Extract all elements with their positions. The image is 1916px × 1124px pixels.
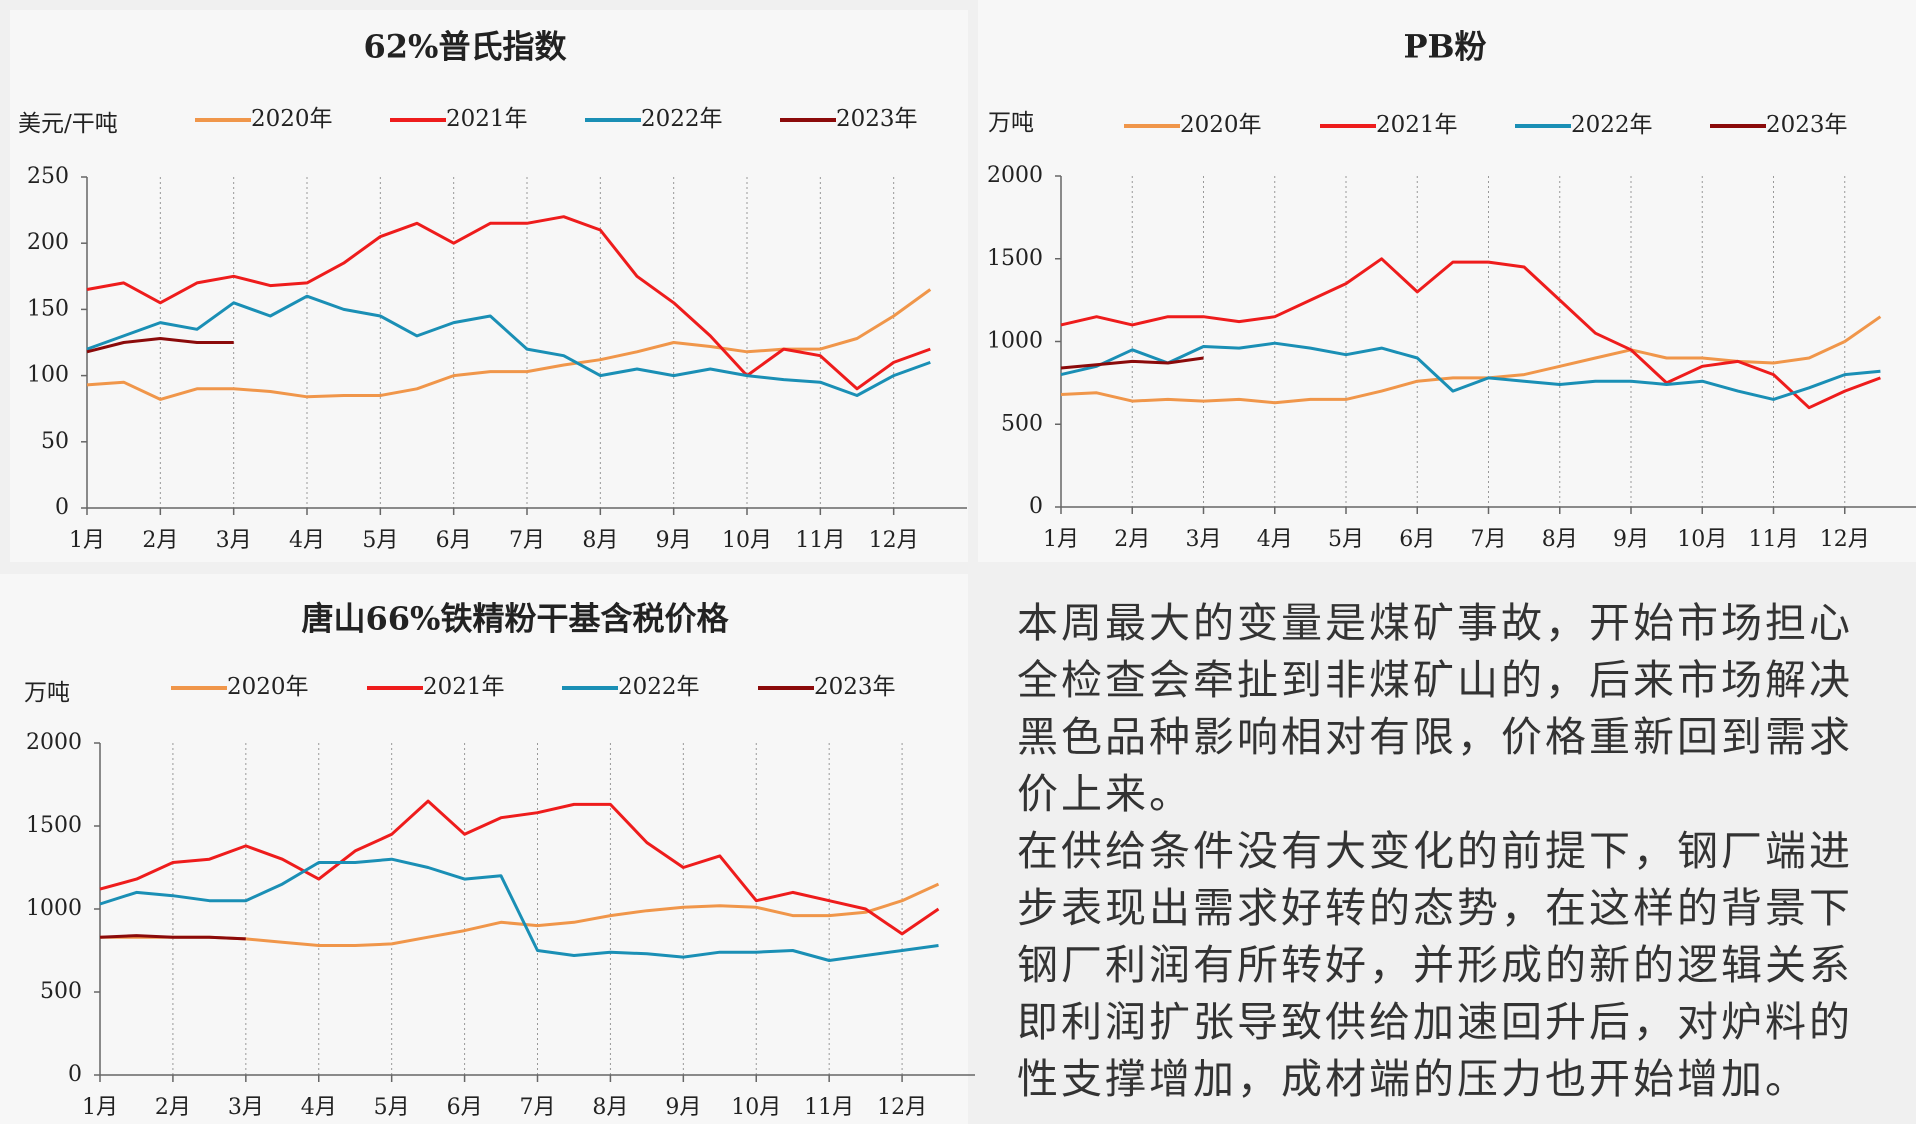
y-tick-label: 200	[27, 230, 69, 255]
y-tick-label: 250	[27, 164, 69, 189]
x-tick-label: 9月	[1613, 527, 1649, 552]
legend-label: 2023年	[836, 106, 918, 132]
y-tick-label: 2000	[26, 730, 82, 755]
legend-label: 2022年	[1571, 112, 1653, 138]
x-tick-label: 7月	[1471, 527, 1507, 552]
x-tick-label: 7月	[520, 1095, 556, 1120]
chart-title: PB粉	[1403, 28, 1486, 66]
series-line	[99, 799, 940, 936]
text-line: 步表现出需求好转的态势，在这样的背景下	[1017, 884, 1853, 932]
y-tick-label: 500	[1001, 411, 1043, 436]
x-tick-label: 7月	[509, 528, 545, 553]
y-tick-label: 150	[27, 296, 69, 321]
x-tick-label: 9月	[656, 528, 692, 553]
y-tick-label: 1000	[26, 896, 82, 921]
x-tick-label: 5月	[374, 1095, 410, 1120]
y-tick-label: 2000	[987, 163, 1043, 188]
text-line: 黑色品种影响相对有限，价格重新回到需求	[1017, 713, 1853, 761]
panel	[10, 10, 968, 562]
x-tick-label: 3月	[228, 1095, 264, 1120]
x-tick-label: 6月	[1399, 527, 1435, 552]
text-line: 价上来。	[1017, 770, 1193, 818]
series-line	[99, 857, 939, 962]
x-tick-label: 11月	[804, 1095, 854, 1120]
y-tick-label: 50	[41, 429, 69, 454]
y-tick-label: 1500	[987, 246, 1043, 271]
legend-label: 2022年	[641, 106, 723, 132]
x-tick-label: 5月	[1328, 527, 1364, 552]
x-tick-label: 8月	[582, 528, 618, 553]
x-tick-label: 12月	[1820, 527, 1870, 552]
text-line: 本周最大的变量是煤矿事故，开始市场担心	[1017, 599, 1853, 647]
y-axis-label: 美元/干吨	[18, 111, 118, 137]
x-tick-label: 8月	[1542, 527, 1578, 552]
x-tick-label: 4月	[289, 528, 325, 553]
legend-label: 2020年	[227, 674, 309, 700]
series-line	[86, 288, 932, 401]
legend-label: 2021年	[446, 106, 528, 132]
x-tick-label: 12月	[877, 1095, 927, 1120]
text-line: 在供给条件没有大变化的前提下，钢厂端进	[1017, 827, 1853, 875]
x-tick-label: 1月	[82, 1095, 118, 1120]
chart-title: 唐山66%铁精粉干基含税价格	[302, 600, 730, 638]
x-tick-label: 2月	[1114, 527, 1150, 552]
x-tick-label: 2月	[155, 1095, 191, 1120]
legend-label: 2020年	[251, 106, 333, 132]
x-tick-label: 8月	[592, 1095, 628, 1120]
series-line	[1060, 315, 1882, 405]
x-tick-label: 10月	[731, 1095, 781, 1120]
x-tick-label: 6月	[447, 1095, 483, 1120]
y-axis-label: 万吨	[24, 680, 70, 706]
legend-label: 2022年	[618, 674, 700, 700]
chart-title: 62%普氏指数	[364, 28, 568, 66]
y-tick-label: 0	[55, 495, 69, 520]
y-tick-label: 0	[68, 1062, 82, 1087]
text-line: 钢厂利润有所转好，并形成的新的逻辑关系	[1017, 941, 1853, 989]
series-line	[99, 934, 246, 941]
y-tick-label: 100	[27, 363, 69, 388]
x-tick-label: 2月	[142, 528, 178, 553]
commentary: 本周最大的变量是煤矿事故，开始市场担心 全检查会牵扯到非煤矿山的，后来市场解决 黑色…	[1017, 595, 1916, 1124]
x-tick-label: 10月	[722, 528, 772, 553]
panel	[0, 574, 968, 1124]
x-tick-label: 3月	[1186, 527, 1222, 552]
y-tick-label: 500	[40, 979, 82, 1004]
y-tick-label: 0	[1029, 494, 1043, 519]
x-tick-label: 9月	[665, 1095, 701, 1120]
y-tick-label: 1000	[987, 329, 1043, 354]
text-line: 即利润扩张导致供给加速回升后，对炉料的	[1017, 998, 1853, 1046]
series-line	[1060, 356, 1204, 370]
series-line	[1060, 341, 1881, 401]
x-tick-label: 6月	[436, 528, 472, 553]
x-tick-label: 12月	[869, 528, 919, 553]
legend-label: 2021年	[1376, 112, 1458, 138]
x-tick-label: 1月	[1043, 527, 1079, 552]
x-tick-label: 11月	[1749, 527, 1799, 552]
y-tick-label: 1500	[26, 813, 82, 838]
legend-label: 2023年	[814, 674, 896, 700]
series-line	[1060, 257, 1881, 410]
x-tick-label: 11月	[795, 528, 845, 553]
legend-label: 2021年	[423, 674, 505, 700]
x-tick-label: 10月	[1677, 527, 1727, 552]
series-line	[86, 215, 931, 391]
x-tick-label: 5月	[362, 528, 398, 553]
y-axis-label: 万吨	[988, 110, 1034, 136]
x-tick-label: 1月	[69, 528, 105, 553]
x-tick-label: 3月	[216, 528, 252, 553]
text-line: 性支撑增加，成材端的压力也开始增加。	[1017, 1055, 1809, 1103]
series-line	[86, 294, 931, 397]
x-tick-label: 4月	[301, 1095, 337, 1120]
x-tick-label: 4月	[1257, 527, 1293, 552]
legend-label: 2023年	[1766, 112, 1848, 138]
text-line: 全检查会牵扯到非煤矿山的，后来市场解决	[1017, 656, 1853, 704]
panel	[978, 0, 1916, 562]
legend-label: 2020年	[1180, 112, 1262, 138]
series-line	[86, 337, 234, 354]
